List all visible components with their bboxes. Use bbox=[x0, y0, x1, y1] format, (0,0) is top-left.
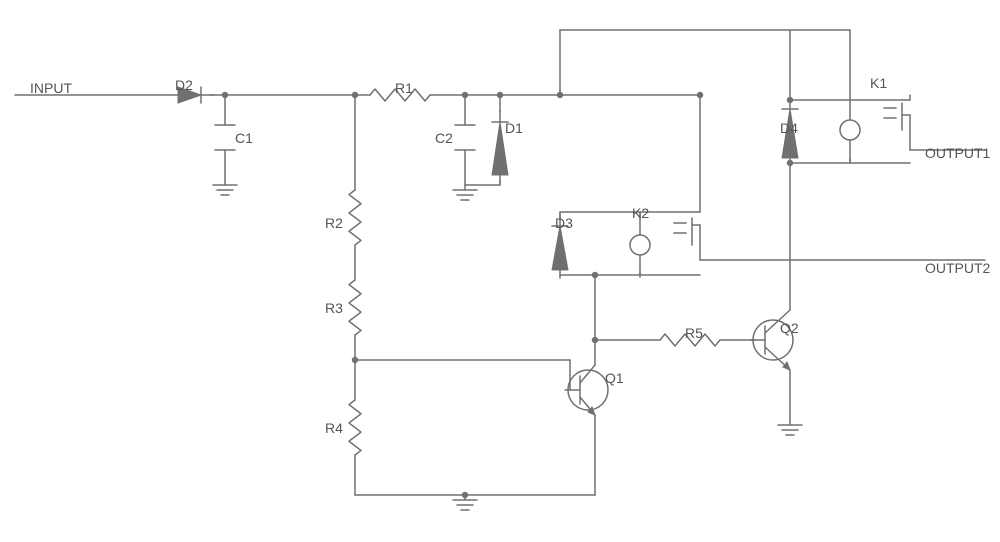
label-D1: D1 bbox=[505, 120, 523, 136]
label-Q1: Q1 bbox=[605, 370, 624, 386]
label-R5: R5 bbox=[685, 325, 703, 341]
label-R3: R3 bbox=[325, 300, 343, 316]
schematic-svg bbox=[0, 0, 1000, 542]
label-K2: K2 bbox=[632, 205, 649, 221]
label-D3: D3 bbox=[555, 215, 573, 231]
circuit-canvas: INPUT OUTPUT1 OUTPUT2 D2 C1 R1 C2 D1 R2 … bbox=[0, 0, 1000, 542]
label-K1: K1 bbox=[870, 75, 887, 91]
label-input: INPUT bbox=[30, 80, 72, 96]
label-R2: R2 bbox=[325, 215, 343, 231]
label-R1: R1 bbox=[395, 80, 413, 96]
label-C1: C1 bbox=[235, 130, 253, 146]
label-D4: D4 bbox=[780, 120, 798, 136]
label-output2: OUTPUT2 bbox=[925, 260, 990, 276]
label-output1: OUTPUT1 bbox=[925, 145, 990, 161]
label-R4: R4 bbox=[325, 420, 343, 436]
label-D2: D2 bbox=[175, 77, 193, 93]
label-C2: C2 bbox=[435, 130, 453, 146]
label-Q2: Q2 bbox=[780, 320, 799, 336]
